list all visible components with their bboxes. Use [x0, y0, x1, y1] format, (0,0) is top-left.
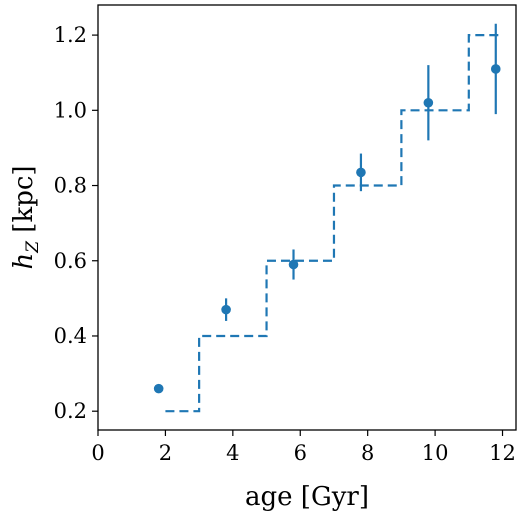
y-tick-label: 0.2 [54, 399, 87, 423]
y-axis-label: hZ [kpc] [9, 165, 43, 269]
y-tick-label: 1.0 [54, 98, 87, 122]
y-tick-label: 0.4 [54, 324, 87, 348]
y-axis-ticks: 0.2 0.4 0.6 0.8 1.0 1.2 [54, 23, 98, 423]
y-tick-label: 0.8 [54, 174, 87, 198]
y-axis-label-sub: Z [23, 240, 43, 254]
y-axis-label-main: h [9, 253, 39, 270]
data-point [423, 97, 434, 108]
data-point [356, 167, 366, 178]
data-point [221, 304, 231, 315]
x-tick-label: 6 [294, 441, 307, 465]
plot-frame [97, 4, 517, 431]
y-tick-label: 1.2 [54, 23, 87, 47]
data-point [490, 64, 501, 74]
x-tick-label: 12 [489, 441, 516, 465]
x-tick-label: 4 [226, 441, 239, 465]
x-tick-label: 10 [422, 441, 449, 465]
data-point [288, 259, 299, 270]
x-tick-label: 2 [159, 441, 172, 465]
data-point [153, 383, 164, 394]
y-axis-label-unit: [kpc] [9, 165, 39, 241]
y-tick-label: 0.6 [54, 249, 87, 273]
x-tick-label: 0 [91, 441, 104, 465]
x-axis-label: age [Gyr] [245, 482, 369, 512]
chart-marks [153, 23, 503, 413]
step-line [165, 33, 503, 413]
x-tick-label: 8 [361, 441, 374, 465]
x-axis-ticks: 0 2 4 6 8 10 12 [91, 430, 516, 465]
